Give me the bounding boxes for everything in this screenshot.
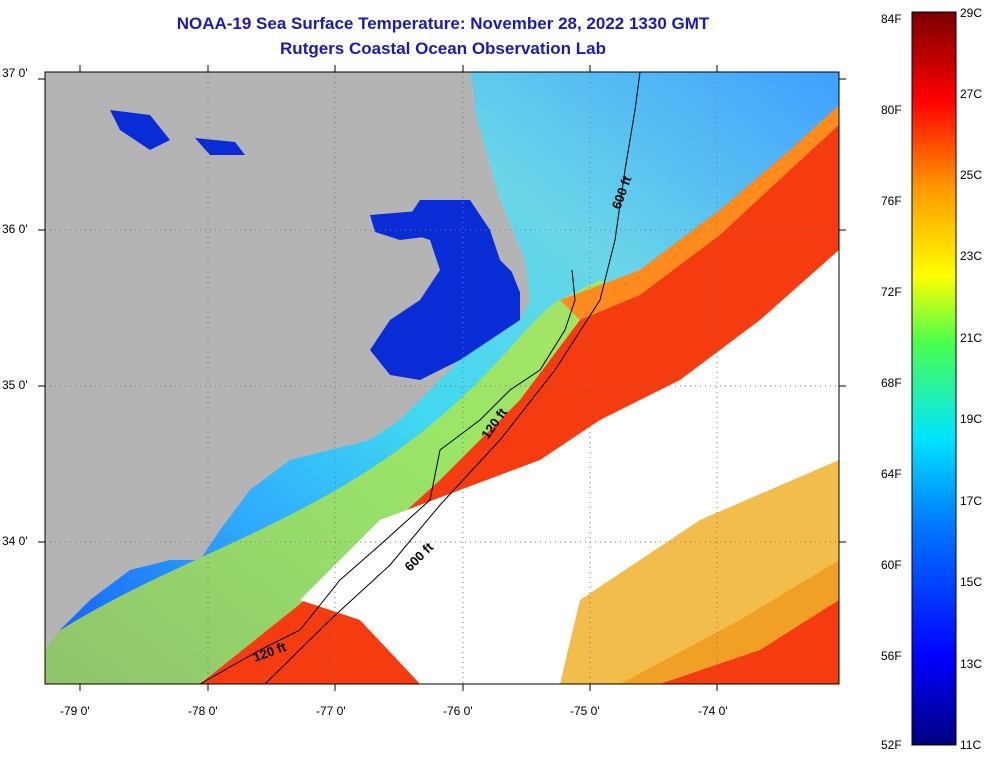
- lon-label-75: -75 0': [570, 704, 600, 718]
- colorbar-f-64: 64F: [881, 467, 902, 481]
- cloud-warm-patches: [560, 460, 839, 684]
- colorbar-c-13: 13C: [960, 657, 983, 671]
- axis-ticks: [38, 65, 846, 691]
- colorbar-f-68: 68F: [881, 376, 902, 390]
- colorbar-c-23: 23C: [960, 249, 983, 263]
- colorbar-f-72: 72F: [881, 285, 902, 299]
- map-subtitle: Rutgers Coastal Ocean Observation Lab: [280, 39, 606, 58]
- lat-label-34: 34 0': [2, 534, 28, 548]
- colorbar-c-29: 29C: [960, 6, 983, 20]
- lat-label-35: 35 0': [2, 378, 28, 392]
- map-title: NOAA-19 Sea Surface Temperature: Novembe…: [176, 14, 710, 33]
- colorbar-f-76: 76F: [881, 194, 902, 208]
- colorbar-c-21: 21C: [960, 331, 983, 345]
- lat-label-36: 36 0': [2, 222, 28, 236]
- lon-label-79: -79 0': [60, 704, 90, 718]
- colorbar-f-80: 80F: [881, 103, 902, 117]
- colorbar-f-84: 84F: [881, 12, 902, 26]
- colorbar-c-15: 15C: [960, 575, 983, 589]
- isobath-600ft: [264, 72, 641, 684]
- pamlico-sound: [370, 200, 520, 380]
- outer-banks: [465, 90, 530, 305]
- colorbar-f-56: 56F: [881, 649, 902, 663]
- lon-label-78: -78 0': [188, 704, 218, 718]
- colorbar-c-25: 25C: [960, 168, 983, 182]
- lake: [110, 110, 170, 150]
- albemarle-sound: [370, 210, 440, 240]
- colorbar-c-17: 17C: [960, 494, 983, 508]
- colorbar-c-19: 19C: [960, 412, 983, 426]
- lat-lon-grid: [45, 72, 839, 684]
- isobath-120ft: [199, 269, 576, 684]
- lon-label-77: -77 0': [316, 704, 346, 718]
- colorbar-c-27: 27C: [960, 87, 983, 101]
- lat-label-37: 37 0': [2, 66, 28, 80]
- map-frame: [44, 71, 840, 685]
- colorbar: [911, 11, 957, 746]
- colorbar-f-52: 52F: [881, 738, 902, 752]
- colorbar-c-11: 11C: [960, 738, 982, 752]
- nearshore-warm-band: [45, 280, 640, 684]
- lon-label-76: -76 0': [443, 704, 473, 718]
- lon-label-74: -74 0': [698, 704, 728, 718]
- gulf-stream-edge: [560, 105, 839, 320]
- colorbar-f-60: 60F: [881, 558, 902, 572]
